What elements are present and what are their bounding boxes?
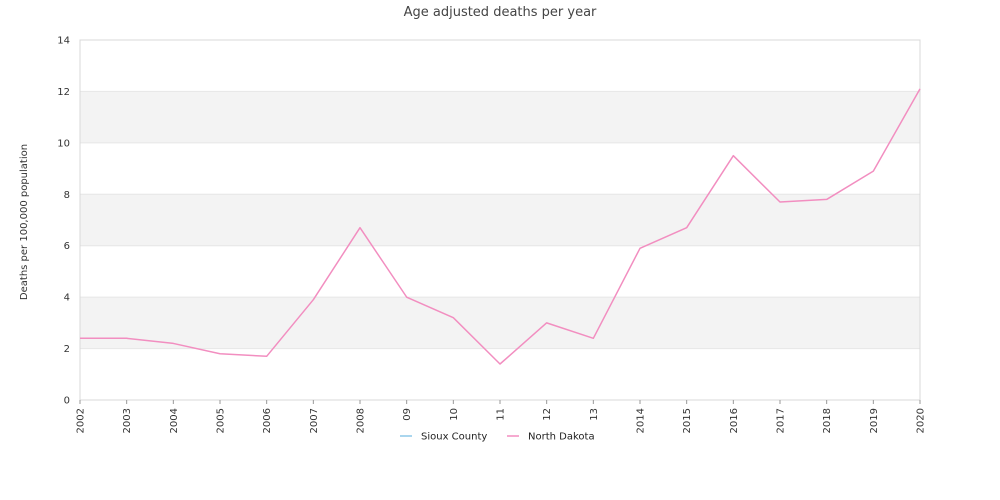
x-tick-label: 2005	[216, 408, 227, 433]
legend-label-north-dakota: North Dakota	[528, 432, 595, 443]
y-tick-label: 8	[64, 190, 70, 201]
x-tick-label: 2007	[309, 408, 320, 433]
chart-title: Age adjusted deaths per year	[404, 5, 597, 20]
legend-label-sioux-county: Sioux County	[421, 432, 487, 443]
x-axis-ticks: 2002 2003 2004 2005 2006 2007 2008 09 10 11 12 13 20…	[76, 400, 927, 433]
y-tick-label: 6	[64, 241, 70, 252]
y-tick-label: 2	[64, 344, 70, 355]
x-tick-label: 2015	[682, 408, 693, 433]
x-tick-label: 2017	[776, 408, 787, 433]
x-tick-label: 10	[449, 408, 460, 421]
y-tick-label: 12	[57, 87, 70, 98]
y-axis-label: Deaths per 100,000 population	[19, 144, 30, 300]
x-tick-label: 2002	[76, 408, 87, 433]
x-tick-label: 2014	[636, 408, 647, 433]
x-tick-label: 11	[496, 408, 507, 421]
y-tick-label: 14	[57, 36, 70, 47]
x-tick-label: 2006	[262, 408, 273, 433]
x-tick-label: 2003	[122, 408, 133, 433]
x-tick-label: 2004	[169, 408, 180, 433]
x-tick-label: 09	[402, 408, 413, 421]
grid-band	[80, 142, 920, 195]
x-tick-label: 2019	[869, 408, 880, 433]
grid-band	[80, 91, 920, 143]
y-tick-label: 4	[64, 293, 70, 304]
x-tick-label: 12	[542, 408, 553, 421]
y-tick-label: 10	[57, 138, 70, 149]
grid-band	[80, 297, 920, 349]
legend: Sioux County North Dakota	[400, 432, 595, 443]
grid-band	[80, 245, 920, 298]
x-tick-label: 2020	[916, 408, 927, 433]
series-lines	[80, 88, 921, 365]
series-line-north-dakota	[80, 88, 921, 365]
y-axis-ticks: 0 2 4 6 8 10 12 14	[57, 36, 70, 407]
grid-band	[80, 348, 920, 400]
grid-band	[80, 194, 920, 246]
x-tick-label: 13	[589, 408, 600, 421]
grid-bands	[80, 40, 920, 401]
x-tick-label: 2018	[822, 408, 833, 433]
x-tick-label: 2016	[729, 408, 740, 433]
x-tick-label: 2008	[356, 408, 367, 433]
y-tick-label: 0	[64, 396, 70, 407]
grid-band	[80, 40, 920, 92]
